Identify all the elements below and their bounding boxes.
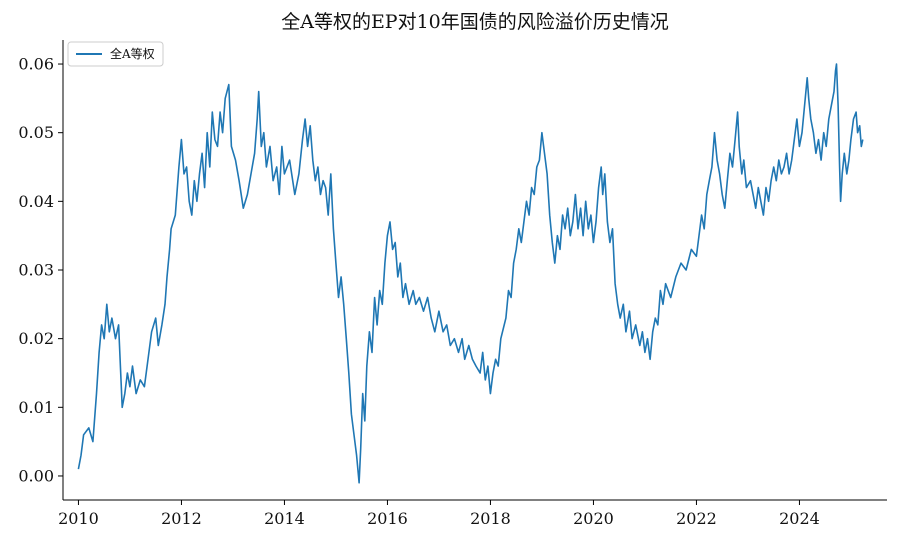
x-tick-label: 2012 [161, 509, 202, 528]
y-tick-label: 0.04 [18, 192, 54, 211]
plot-area: 0.00 0.01 0.02 0.03 0.04 0.05 0.06 2010 2012 2014… [18, 40, 887, 528]
x-tick-label: 2022 [676, 509, 717, 528]
x-tick-label: 2020 [573, 509, 614, 528]
legend-entry-label: 全A等权 [110, 46, 155, 61]
legend: 全A等权 [67, 41, 164, 67]
y-tick-label: 0.05 [18, 123, 54, 142]
series-line [77, 63, 864, 484]
chart-title: 全A等权的EP对10年国债的风险溢价历史情况 [281, 11, 669, 33]
x-tick-label: 2010 [58, 509, 99, 528]
y-tick-label: 0.02 [18, 329, 54, 348]
x-tick-label: 2014 [264, 509, 305, 528]
legend-box [67, 41, 164, 67]
y-tick-label: 0.03 [18, 261, 54, 280]
y-tick-label: 0.01 [18, 398, 54, 417]
y-tick-label: 0.06 [18, 55, 54, 74]
x-tick-label: 2018 [470, 509, 511, 528]
y-tick-label: 0.00 [18, 466, 54, 485]
x-tick-label: 2024 [779, 509, 820, 528]
x-tick-label: 2016 [367, 509, 408, 528]
